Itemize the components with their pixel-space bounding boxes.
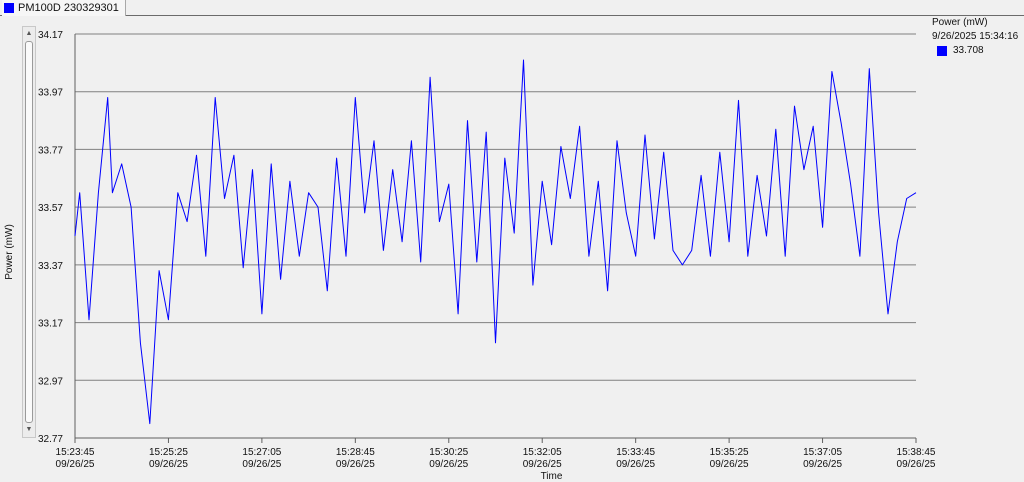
x-tick-date-label: 09/26/25 [149, 459, 188, 470]
x-tick-time-label: 15:27:05 [242, 447, 281, 458]
scroll-up-icon[interactable]: ▲ [25, 30, 33, 37]
x-tick-time-label: 15:32:05 [523, 447, 562, 458]
power-chart: 34.17 33.97 33.77 33.57 33.37 33.17 32.97 32.77… [4, 30, 936, 482]
legend-timestamp: 9/26/2025 15:34:16 [932, 31, 1019, 42]
tab-device[interactable]: PM100D 230329301 [2, 0, 126, 16]
x-tick-time-label: 15:30:25 [429, 447, 468, 458]
x-tick-date-label: 09/26/25 [56, 459, 95, 470]
x-tick-date-label: 09/26/25 [429, 459, 468, 470]
legend-title: Power (mW) [932, 17, 988, 28]
y-tick-label: 34.17 [38, 30, 63, 41]
legend: Power (mW) 9/26/2025 15:34:16 33.708 [932, 17, 1022, 56]
scroll-thumb[interactable] [25, 41, 33, 423]
x-tick-time-label: 15:25:25 [149, 447, 188, 458]
x-tick-time-label: 15:37:05 [803, 447, 842, 458]
x-tick-time-label: 15:35:25 [710, 447, 749, 458]
series-color-swatch [4, 3, 14, 13]
tab-device-label: PM100D 230329301 [18, 2, 119, 14]
y-tick-label: 33.17 [38, 319, 63, 330]
scroll-down-icon[interactable]: ▼ [25, 426, 33, 433]
x-tick-time-label: 15:38:45 [897, 447, 936, 458]
y-axis-title: Power (mW) [4, 224, 15, 280]
y-tick-label: 33.77 [38, 145, 63, 156]
x-tick-date-label: 09/26/25 [523, 459, 562, 470]
legend-color-swatch [937, 45, 947, 56]
x-tick-date-label: 09/26/25 [616, 459, 655, 470]
x-tick-date-label: 09/26/25 [803, 459, 842, 470]
x-tick-time-label: 15:28:45 [336, 447, 375, 458]
y-tick-label: 33.97 [38, 88, 63, 99]
y-tick-label: 33.57 [38, 203, 63, 214]
x-tick-date-label: 09/26/25 [710, 459, 749, 470]
x-axis-title: Time [541, 471, 563, 482]
y-tick-label: 33.37 [38, 261, 63, 272]
tab-bar: PM100D 230329301 [0, 0, 1024, 16]
x-tick-date-label: 09/26/25 [336, 459, 375, 470]
x-tick-time-label: 15:23:45 [56, 447, 95, 458]
series-line-power [74, 59, 917, 425]
plot-area [75, 34, 916, 438]
legend-value: 33.708 [953, 45, 984, 56]
x-tick-date-label: 09/26/25 [897, 459, 936, 470]
legend-entry: 33.708 [937, 45, 1022, 56]
y-tick-label: 32.77 [38, 434, 63, 445]
x-tick-time-label: 15:33:45 [616, 447, 655, 458]
x-tick-date-label: 09/26/25 [242, 459, 281, 470]
y-tick-label: 32.97 [38, 376, 63, 387]
vertical-scrollbar[interactable]: ▲ ▼ [22, 26, 36, 438]
